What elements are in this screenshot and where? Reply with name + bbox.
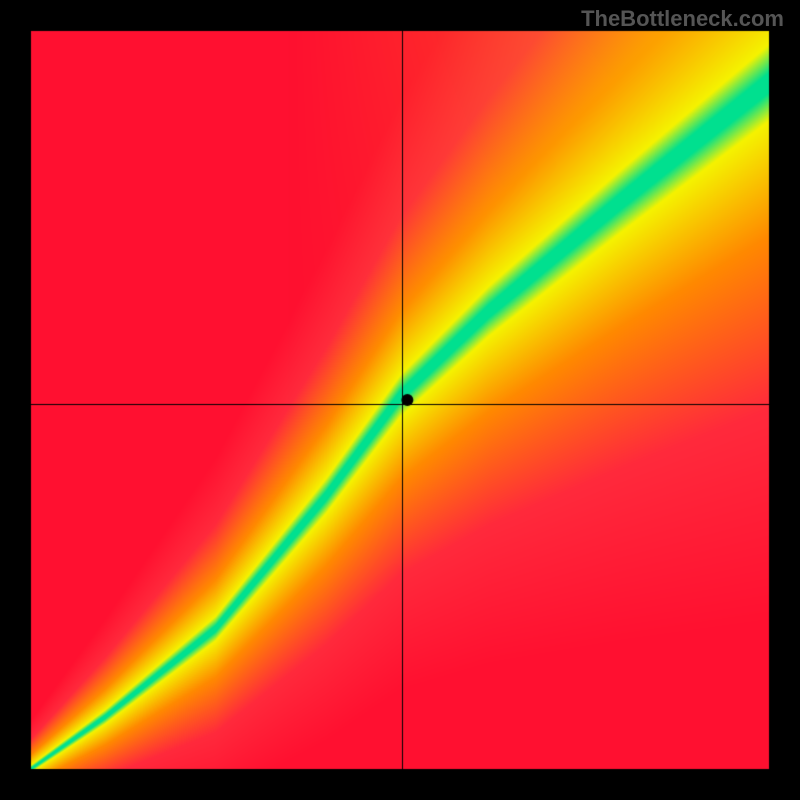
attribution-text: TheBottleneck.com xyxy=(581,6,784,32)
chart-container: TheBottleneck.com xyxy=(0,0,800,800)
heatmap-canvas xyxy=(0,0,800,800)
